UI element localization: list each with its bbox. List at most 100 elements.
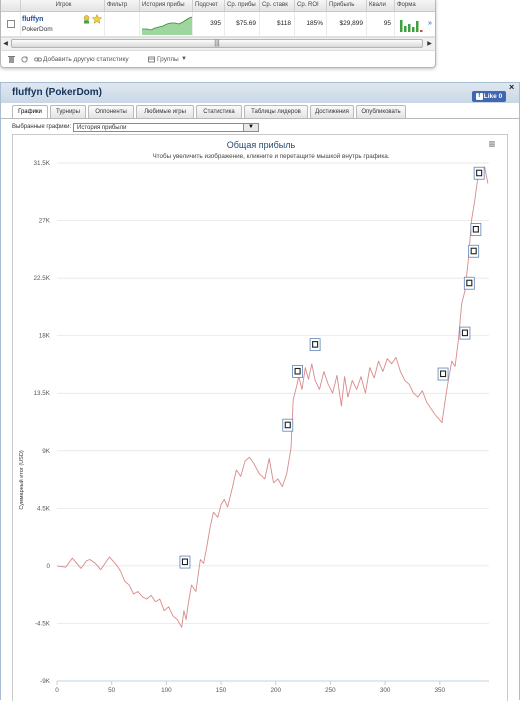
chart-grid [57, 162, 489, 682]
chart-select-label: Выбранные графики: [12, 124, 72, 130]
tab-publish[interactable]: Опубликовать [356, 105, 406, 118]
chart-flag-marker[interactable] [437, 367, 449, 381]
profit-history-sparkline [142, 16, 192, 35]
panel-title-bar: fluffyn (PokerDom) f Like 0 × [1, 82, 519, 103]
chart-flag-marker[interactable] [282, 418, 294, 432]
chart-flag-marker[interactable] [179, 555, 191, 569]
profit-series-line [56, 166, 489, 628]
close-icon[interactable]: × [509, 82, 515, 92]
filter-cell [105, 12, 140, 36]
header-quali[interactable]: Квали [367, 0, 395, 11]
y-tick-label: 13.5K [34, 390, 51, 397]
y-tick-label: 4.5K [37, 505, 51, 512]
flag-marker-icon [472, 225, 479, 233]
chart-flag-marker[interactable] [292, 365, 304, 378]
link-icon[interactable] [34, 52, 42, 67]
chart-flag-marker[interactable] [473, 166, 485, 180]
groups-dropdown[interactable]: Группы [157, 56, 179, 63]
refresh-icon[interactable] [21, 52, 28, 67]
expand-icon[interactable]: » [428, 20, 432, 27]
chevron-down-icon[interactable]: ▼ [243, 124, 258, 131]
trash-icon[interactable] [8, 52, 15, 67]
player-name-link[interactable]: fluffyn [22, 16, 44, 23]
flag-marker-icon [284, 421, 291, 429]
header-filter[interactable]: Фильтр [105, 0, 140, 11]
horizontal-scrollbar[interactable]: ◀ ||| ▶ [1, 37, 435, 51]
add-stats-link[interactable]: Добавить другую статистику [43, 56, 129, 63]
x-tick-label: 300 [380, 687, 391, 694]
header-avg-stake[interactable]: Ср. ставк [260, 0, 295, 11]
row-checkbox-cell [1, 12, 21, 36]
tab-leaderboards[interactable]: Таблицы лидеров [244, 105, 308, 118]
form-cell: » [395, 12, 435, 36]
chart-flag-marker[interactable] [463, 276, 475, 290]
y-tick-label: -4.5K [35, 620, 51, 627]
tab-opponents[interactable]: Оппоненты [88, 105, 134, 118]
profit-value: $29,899 [327, 12, 367, 36]
y-tick-label: 9K [42, 448, 51, 455]
chevron-down-icon[interactable]: ▼ [181, 56, 187, 62]
y-tick-label: 31.5K [34, 160, 51, 167]
header-avg-profit[interactable]: Ср. прибы [225, 0, 260, 11]
avg-roi-value: 185% [295, 12, 327, 36]
y-axis-label: Суммарный итог (USD) [18, 450, 25, 509]
tab-favorite-games[interactable]: Любимые игры [136, 105, 194, 118]
tab-statistics[interactable]: Статистика [196, 105, 242, 118]
y-tick-label: 22.5K [34, 275, 51, 282]
chart-menu-icon[interactable]: ≡ [488, 137, 495, 151]
x-tick-label: 350 [435, 687, 446, 694]
flag-marker-icon [470, 247, 477, 255]
table-row[interactable]: fluffyn PokerDom 395 $75.69 $118 185% $2… [1, 12, 435, 37]
count-value: 395 [193, 12, 225, 36]
chart-flag-marker[interactable] [470, 223, 482, 236]
panel-title: fluffyn (PokerDom) [12, 87, 102, 98]
chart-title: Общая прибыль [227, 140, 296, 150]
chart-series [56, 166, 489, 628]
header-form[interactable]: Форма [397, 2, 416, 8]
like-button[interactable]: f Like 0 [472, 91, 506, 102]
chart-container[interactable]: Общая прибыль Чтобы увеличить изображени… [12, 134, 508, 701]
header-count[interactable]: Подсчет [193, 0, 225, 11]
flag-marker-icon [476, 169, 483, 177]
y-tick-label: 27K [39, 218, 51, 225]
header-avg-roi[interactable]: Ср. ROI [295, 0, 327, 11]
badge-icon [82, 15, 91, 24]
quali-value: 95 [367, 12, 395, 36]
header-profit[interactable]: Прибыль [327, 0, 367, 11]
chart-flag-marker[interactable] [459, 326, 471, 340]
x-tick-label: 0 [55, 687, 59, 694]
star-icon [91, 13, 103, 24]
x-tick-label: 200 [270, 687, 281, 694]
chart-select[interactable]: История прибыли ▼ [73, 123, 259, 132]
tab-charts[interactable]: Графики [12, 105, 48, 118]
avg-profit-value: $75.69 [225, 12, 260, 36]
row-checkbox[interactable] [7, 20, 15, 28]
tab-achievements[interactable]: Достижения [310, 105, 354, 118]
player-room: PokerDom [22, 26, 53, 33]
y-tick-label: -9K [40, 678, 51, 685]
chart-flag-marker[interactable] [309, 338, 321, 352]
tab-tournaments[interactable]: Турниры [50, 105, 86, 118]
x-tick-label: 50 [108, 687, 116, 694]
flag-marker-icon [312, 341, 319, 348]
scroll-left-icon[interactable]: ◀ [3, 41, 8, 47]
header-player[interactable]: Игрок [21, 0, 105, 11]
chart-markers [179, 166, 485, 569]
scroll-right-icon[interactable]: ▶ [427, 41, 432, 47]
profit-chart[interactable]: Общая прибыль Чтобы увеличить изображени… [13, 135, 507, 702]
avg-stake-value: $118 [260, 12, 295, 36]
chart-select-value: История прибыли [77, 125, 127, 131]
chart-flag-marker[interactable] [468, 244, 480, 258]
groups-icon[interactable] [148, 52, 155, 67]
flag-marker-icon [181, 558, 189, 566]
flag-marker-icon [440, 370, 447, 378]
scroll-thumb[interactable]: ||| [11, 39, 423, 48]
tab-divider [1, 118, 519, 119]
facebook-icon: f [475, 92, 483, 100]
grid-header: Игрок Фильтр История прибы Подсчет Ср. п… [1, 0, 435, 12]
grid-footer: Добавить другую статистику Группы ▼ [1, 52, 435, 67]
form-bars [400, 20, 423, 32]
header-profit-history[interactable]: История прибы [140, 0, 193, 11]
x-tick-label: 100 [161, 687, 172, 694]
like-label: Like 0 [483, 93, 503, 100]
